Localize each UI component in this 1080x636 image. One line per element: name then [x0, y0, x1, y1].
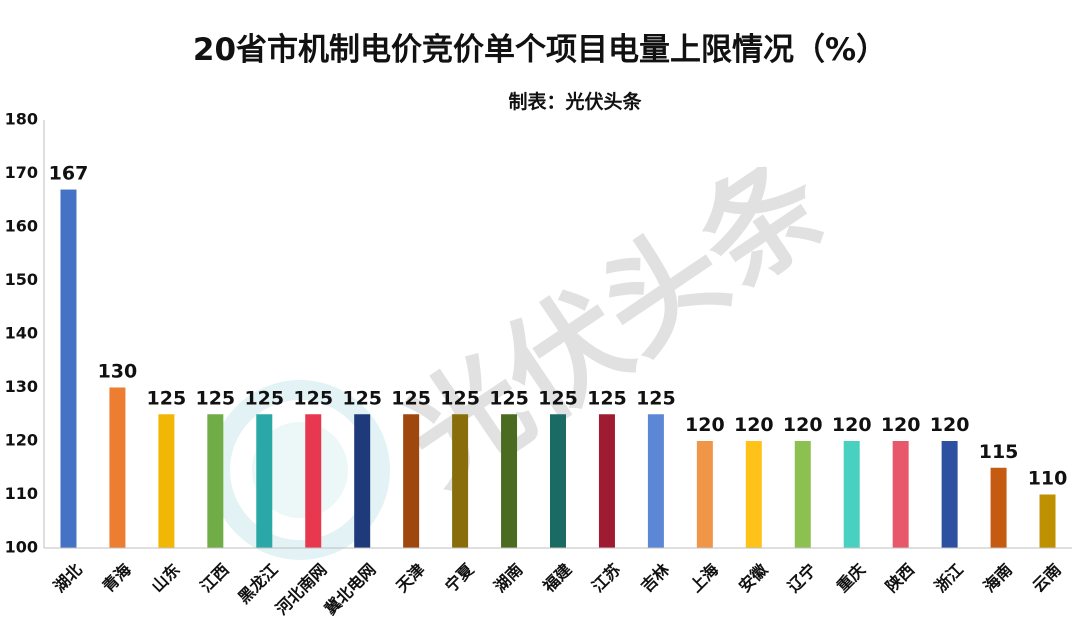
- x-tick-label: 安徽: [735, 559, 772, 596]
- data-label: 125: [147, 387, 187, 409]
- x-tick-label: 浙江: [931, 560, 967, 596]
- x-tick-label: 云南: [1029, 560, 1065, 596]
- data-label: 167: [49, 163, 89, 185]
- bar-云南: [1039, 494, 1056, 548]
- x-tick-label: 福建: [539, 560, 576, 597]
- bar-浙江: [941, 441, 958, 548]
- y-tick-label: 130: [5, 377, 38, 396]
- data-label: 120: [783, 414, 823, 436]
- data-label: 125: [440, 387, 480, 409]
- x-tick-label: 江西: [197, 560, 233, 596]
- data-label: 120: [685, 414, 725, 436]
- data-label: 115: [979, 441, 1019, 463]
- x-tick-label: 黑龙江: [234, 560, 281, 607]
- data-label: 120: [881, 414, 921, 436]
- x-tick-label: 青海: [99, 560, 135, 596]
- data-labels: 167 130 125 125 125 125 125 125 125 125 125 125 125 1…: [49, 163, 1068, 490]
- bar-福建: [550, 414, 566, 548]
- bar-江西: [207, 414, 224, 548]
- x-tick-label: 冀北电网: [321, 560, 380, 619]
- x-tick-label: 湖南: [490, 560, 526, 596]
- x-tick-label: 陕西: [882, 560, 918, 596]
- y-tick-label: 170: [5, 163, 38, 182]
- data-label: 130: [98, 361, 138, 383]
- x-tick-label: 湖北: [50, 560, 86, 596]
- x-tick-label: 吉林: [637, 560, 673, 596]
- y-tick-label: 100: [5, 538, 38, 557]
- bar-江苏: [598, 414, 615, 548]
- y-tick-label: 160: [5, 217, 38, 236]
- bar-重庆: [843, 441, 860, 548]
- x-tick-label: 宁夏: [441, 559, 478, 596]
- data-label: 125: [636, 387, 676, 409]
- x-tick-label: 江苏: [588, 560, 624, 596]
- bar-湖南: [501, 414, 518, 548]
- x-tick-label: 天津: [392, 560, 428, 596]
- data-label: 125: [587, 387, 627, 409]
- data-label: 120: [734, 414, 774, 436]
- chart-subtitle: 制表：光伏头条: [508, 90, 642, 113]
- data-label: 125: [342, 387, 382, 409]
- bars: [60, 189, 1056, 549]
- watermark-text: 光伏头条: [381, 134, 849, 512]
- x-tick-label: 辽宁: [784, 560, 820, 596]
- x-tick-label: 海南: [980, 560, 1016, 596]
- y-tick-label: 180: [5, 110, 38, 129]
- bar-吉林: [647, 414, 664, 548]
- data-label: 125: [244, 387, 284, 409]
- data-label: 125: [538, 387, 578, 409]
- x-tick-label: 山东: [148, 560, 184, 596]
- x-axis: 湖北 青海 山东 江西 黑龙江河北南网冀北电网 天津 宁夏 湖南 福建 江苏 吉林 上海 安徽 辽宁 重庆陕…: [44, 547, 1072, 619]
- bar-湖北: [60, 189, 77, 549]
- data-label: 120: [930, 414, 970, 436]
- y-axis: 100 110 120 130 140 150 160 170 180: [5, 110, 45, 557]
- bar-陕西: [892, 441, 909, 548]
- bar-上海: [696, 441, 713, 548]
- x-tick-label: 河北南网: [272, 560, 331, 619]
- bar-安徽: [745, 441, 762, 548]
- data-label: 120: [832, 414, 872, 436]
- chart-title: 20省市机制电价竞价单个项目电量上限情况（%）: [193, 32, 887, 68]
- bar-辽宁: [794, 441, 811, 548]
- bar-青海: [109, 387, 126, 548]
- bar-黑龙江: [256, 414, 273, 548]
- y-tick-label: 140: [5, 324, 38, 343]
- y-tick-label: 110: [5, 484, 38, 503]
- data-label: 125: [195, 387, 235, 409]
- data-label: 110: [1028, 468, 1068, 490]
- bar-宁夏: [452, 414, 469, 548]
- y-tick-label: 150: [5, 270, 38, 289]
- data-label: 125: [293, 387, 333, 409]
- data-label: 125: [391, 387, 431, 409]
- data-label: 125: [489, 387, 529, 409]
- bar-海南: [990, 467, 1007, 548]
- bar-山东: [158, 414, 175, 548]
- bar-冀北电网: [354, 414, 371, 548]
- x-tick-label: 上海: [686, 560, 722, 596]
- bar-河北南网: [305, 414, 322, 548]
- y-tick-label: 120: [5, 431, 38, 450]
- x-tick-label: 重庆: [833, 560, 869, 596]
- bar-天津: [403, 414, 420, 548]
